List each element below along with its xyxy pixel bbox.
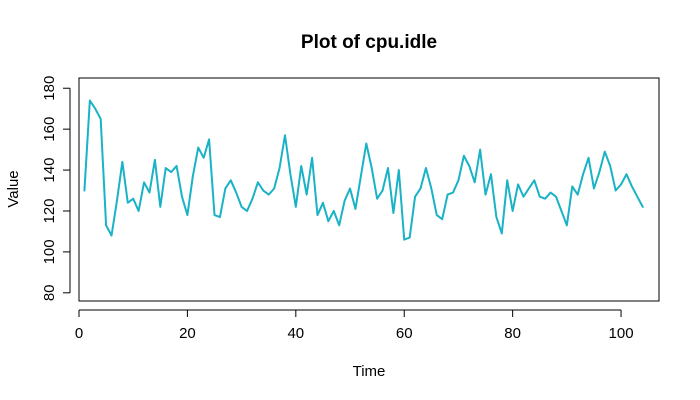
y-axis-label: Value xyxy=(5,170,22,207)
x-tick-label: 40 xyxy=(287,325,304,342)
series-layer xyxy=(83,99,644,241)
y-tick-label: 80 xyxy=(41,284,58,301)
y-tick-label: 160 xyxy=(41,117,58,142)
x-tick-label: 60 xyxy=(396,325,413,342)
x-tick-label: 0 xyxy=(75,325,83,342)
x-tick-label: 80 xyxy=(504,325,521,342)
series-line xyxy=(83,99,644,241)
x-tick-label: 20 xyxy=(179,325,196,342)
chart-title: Plot of cpu.idle xyxy=(301,32,437,53)
x-axis-label: Time xyxy=(353,363,386,380)
plot-area-border xyxy=(78,77,660,302)
x-tick-label: 100 xyxy=(609,325,634,342)
x-axis: 0 20 40 60 80 100 xyxy=(75,309,634,342)
y-tick-label: 180 xyxy=(41,76,58,101)
y-tick-label: 100 xyxy=(41,239,58,264)
y-tick-label: 120 xyxy=(41,198,58,223)
y-tick-label: 140 xyxy=(41,158,58,183)
y-axis: 80 100 120 140 160 180 xyxy=(41,76,71,301)
